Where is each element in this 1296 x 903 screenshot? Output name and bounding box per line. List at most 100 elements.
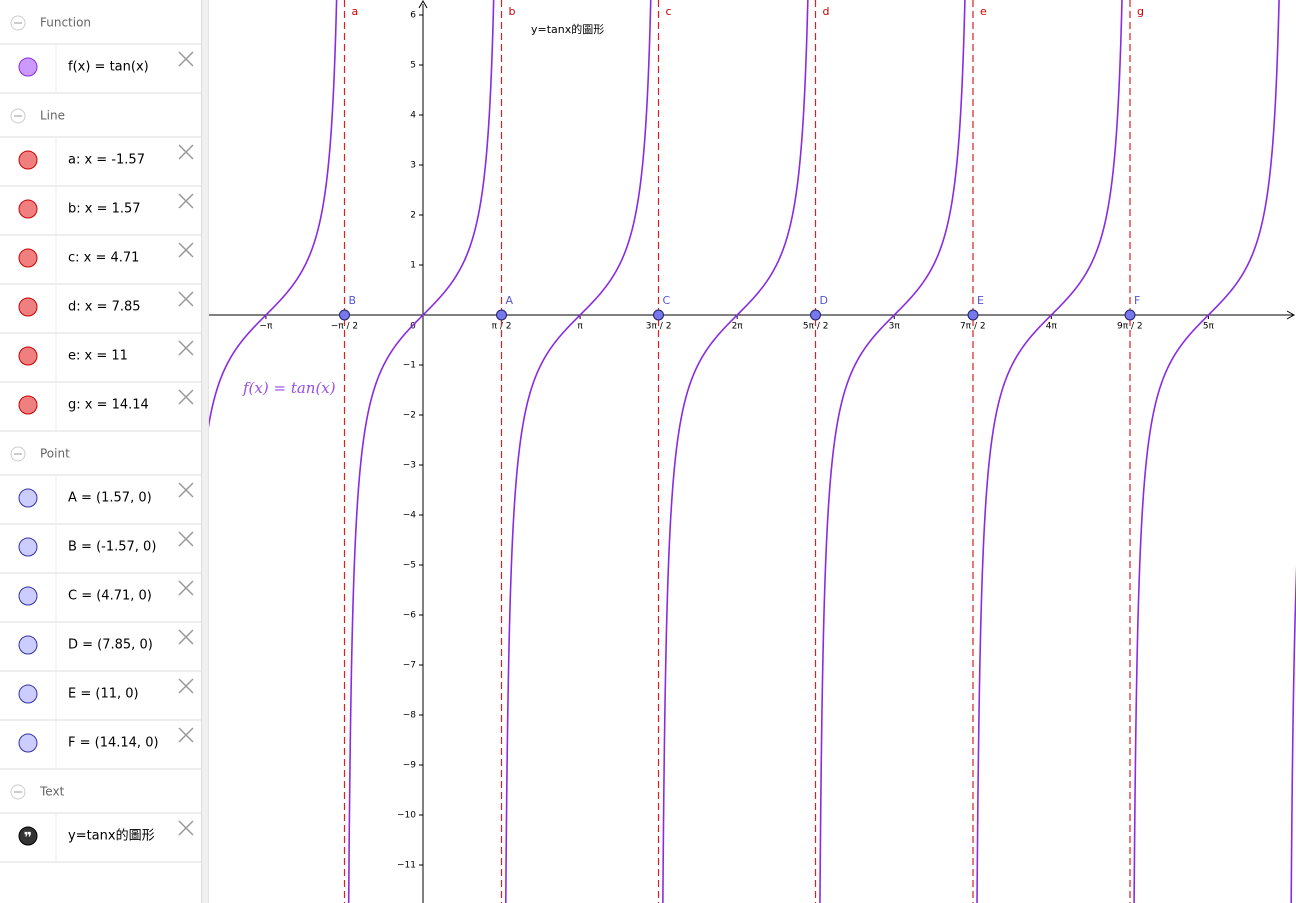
delete-button[interactable] — [178, 580, 194, 596]
y-tick-label: −2 — [403, 411, 416, 421]
delete-button[interactable] — [178, 629, 194, 645]
line-label: e — [980, 5, 987, 18]
tan-curve — [209, 0, 1296, 903]
line-label: b — [509, 5, 516, 18]
x-tick-label: 4π — [1046, 322, 1058, 332]
delete-button[interactable] — [178, 727, 194, 743]
visibility-toggle[interactable] — [18, 635, 38, 655]
item-definition[interactable]: d: x = 7.85 — [68, 300, 141, 315]
delete-button[interactable] — [178, 389, 194, 405]
algebra-view: Function f(x) = tan(x) Line a: x = -1.57 b: … — [0, 0, 202, 903]
point-label: A — [506, 294, 514, 307]
point[interactable] — [339, 309, 350, 321]
delete-button[interactable] — [178, 291, 194, 307]
x-tick-label: −π — [259, 322, 273, 332]
x-tick-label: π — [577, 322, 583, 332]
item-definition[interactable]: b: x = 1.57 — [68, 202, 141, 217]
visibility-toggle[interactable] — [18, 395, 38, 415]
graphics-text: y=tanx的圖形 — [531, 22, 604, 36]
delete-button[interactable] — [178, 482, 194, 498]
point[interactable] — [496, 309, 507, 321]
quote-glyph: ❞ — [24, 830, 32, 846]
line-label: a — [352, 5, 359, 18]
visibility-toggle[interactable] — [18, 684, 38, 704]
line-label: g — [1137, 5, 1144, 18]
x-tick-label: π / 2 — [492, 322, 512, 332]
y-tick-label: −8 — [403, 711, 417, 721]
y-tick-label: −7 — [403, 661, 416, 671]
y-tick-label: −9 — [403, 761, 417, 771]
line-label: d — [823, 5, 830, 18]
item-definition[interactable]: A = (1.57, 0) — [68, 491, 152, 506]
item-definition[interactable]: F = (14.14, 0) — [68, 736, 159, 751]
y-tick-label: −1 — [403, 361, 416, 371]
item-definition[interactable]: D = (7.85, 0) — [68, 638, 153, 653]
item-definition[interactable]: C = (4.71, 0) — [68, 589, 152, 604]
y-tick-label: 3 — [410, 161, 416, 171]
y-tick-label: 2 — [410, 211, 416, 221]
visibility-toggle[interactable] — [18, 346, 38, 366]
y-tick-label: 5 — [410, 61, 416, 71]
visibility-toggle[interactable] — [18, 57, 38, 77]
x-tick-label: 3π / 2 — [646, 322, 672, 332]
item-definition[interactable]: e: x = 11 — [68, 349, 128, 364]
visibility-toggle[interactable] — [18, 733, 38, 753]
point-label: E — [977, 294, 984, 307]
graphics-view: −π −π / 2 0 π / 2 π 3π / 2 2π 5π / 2 3π 7π / 2 4π 9… — [209, 0, 1296, 903]
item-definition[interactable]: B = (-1.57, 0) — [68, 540, 156, 555]
x-tick-label: 9π / 2 — [1117, 322, 1143, 332]
point-label: D — [820, 294, 828, 307]
item-definition[interactable]: a: x = -1.57 — [68, 153, 145, 168]
delete-button[interactable] — [178, 340, 194, 356]
point[interactable] — [967, 309, 979, 321]
item-definition[interactable]: f(x) = tan(x) — [68, 60, 149, 75]
point[interactable] — [1124, 309, 1136, 321]
x-tick-label: −π / 2 — [331, 322, 358, 332]
visibility-toggle[interactable] — [18, 586, 38, 606]
delete-button[interactable] — [178, 144, 194, 160]
y-tick-label: −5 — [403, 561, 416, 571]
x-axis-arrow — [1286, 310, 1296, 320]
y-tick-label: −11 — [397, 861, 416, 871]
visibility-toggle[interactable] — [18, 537, 38, 557]
group-title: Function — [40, 16, 91, 30]
y-tick-label: −4 — [403, 511, 417, 521]
y-tick-label: 6 — [410, 11, 416, 21]
y-tick-label: −10 — [397, 811, 416, 821]
delete-button[interactable] — [178, 531, 194, 547]
item-definition[interactable]: y=tanx的圖形 — [68, 828, 155, 844]
point[interactable] — [810, 309, 821, 321]
item-definition[interactable]: E = (11, 0) — [68, 687, 139, 702]
visibility-toggle[interactable] — [18, 826, 38, 846]
point[interactable] — [653, 309, 664, 321]
point-label: F — [1134, 294, 1140, 307]
delete-button[interactable] — [178, 820, 194, 836]
x-tick-label: 5π / 2 — [803, 322, 829, 332]
y-axis-arrow — [418, 0, 428, 9]
group-title: Line — [40, 109, 65, 123]
x-tick-label: 3π — [889, 322, 901, 332]
visibility-toggle[interactable] — [18, 248, 38, 268]
visibility-toggle[interactable] — [18, 488, 38, 508]
x-tick-label: 0 — [410, 322, 416, 332]
item-definition[interactable]: c: x = 4.71 — [68, 251, 139, 266]
panel-divider[interactable] — [202, 0, 209, 903]
visibility-toggle[interactable] — [18, 297, 38, 317]
y-tick-label: −3 — [403, 461, 416, 471]
delete-button[interactable] — [178, 193, 194, 209]
x-tick-label: 2π — [732, 322, 744, 332]
point-label: C — [663, 294, 671, 307]
delete-button[interactable] — [178, 242, 194, 258]
delete-button[interactable] — [178, 678, 194, 694]
visibility-toggle[interactable] — [18, 199, 38, 219]
function-label: f(x) = tan(x) — [242, 379, 336, 397]
item-definition[interactable]: g: x = 14.14 — [68, 398, 149, 413]
group-title: Point — [40, 447, 70, 461]
line-label: c — [666, 5, 672, 18]
visibility-toggle[interactable] — [18, 150, 38, 170]
x-tick-label: 5π — [1203, 322, 1215, 332]
x-tick-label: 7π / 2 — [960, 322, 986, 332]
delete-button[interactable] — [178, 51, 194, 67]
y-tick-label: −6 — [403, 611, 417, 621]
